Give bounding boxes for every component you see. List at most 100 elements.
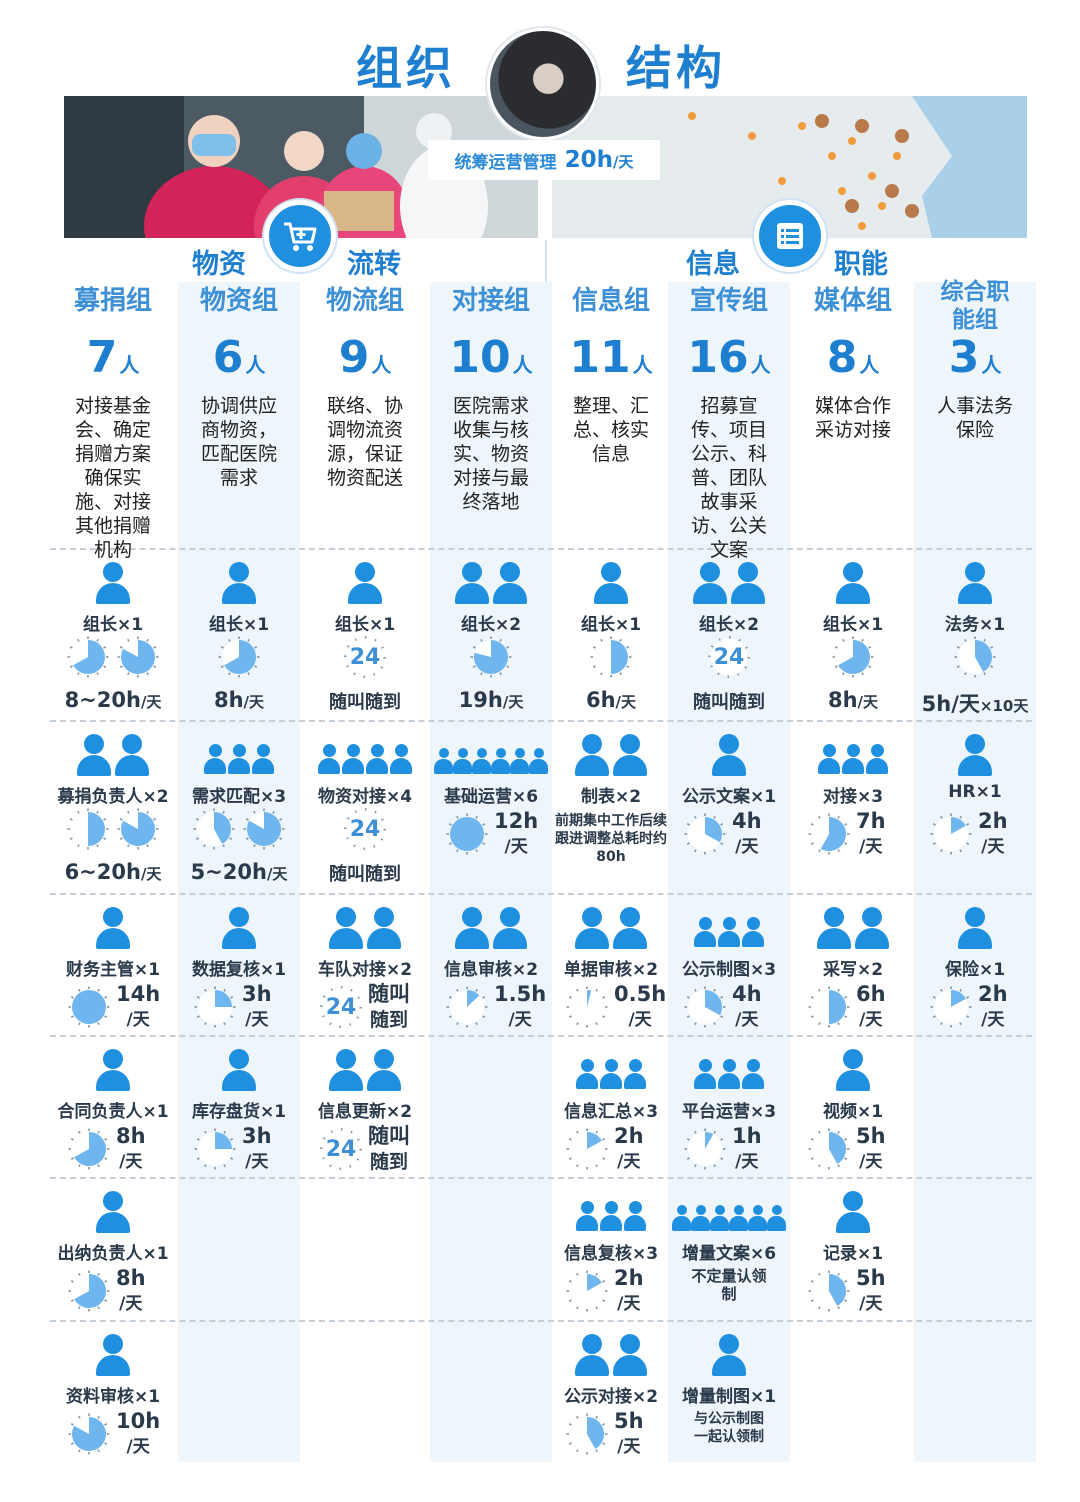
person-icon (729, 1205, 748, 1231)
role-label: 组长×1 (82, 615, 144, 635)
role-label: 记录×1 (822, 1244, 884, 1264)
person-icon (510, 748, 529, 774)
duration-value: 7h/天 (856, 808, 886, 860)
person-icon (220, 907, 258, 949)
role-cell: 保险×1 2h/天 (914, 893, 1036, 1035)
person-body (731, 583, 765, 604)
person-head (355, 562, 375, 582)
person-head (699, 1059, 712, 1072)
person-head (439, 748, 449, 758)
duration-value: 2h/天 (978, 808, 1008, 860)
person-icon (623, 1201, 647, 1231)
person-head (847, 744, 860, 757)
duration-hours: 19h (458, 688, 503, 712)
role-label: 募捐负责人×2 (57, 787, 169, 807)
person-icon (599, 1201, 623, 1231)
clock-icon (566, 1413, 608, 1455)
group-name: 媒体组 (813, 286, 892, 316)
duration-value: 0.5h/天 (614, 981, 666, 1033)
group-name: 物流组 (325, 286, 404, 316)
role-cell: 公示对接×2 5h/天 (550, 1320, 672, 1462)
people-icons (550, 907, 672, 949)
clock-icon (684, 1128, 726, 1170)
duration-hours: 8h (116, 1266, 146, 1290)
person-head (723, 917, 736, 930)
person-body (434, 759, 453, 774)
duration-unit: /天 (628, 1010, 652, 1030)
person-body (115, 755, 149, 776)
role-cell: HR×1 2h/天 (914, 720, 1036, 890)
group-name: 信息组 (571, 286, 650, 316)
role-label: 制表×2 (580, 787, 642, 807)
person-icon (453, 562, 491, 604)
duration-value: 4h/天 (732, 981, 762, 1033)
clock-icon (68, 1270, 110, 1312)
duration-value: 5h/天 (856, 1265, 886, 1317)
duration-hours: 1h (732, 1124, 762, 1148)
person-body (836, 1070, 870, 1091)
people-icons (178, 907, 300, 949)
role-cell: 平台运营×3 1h/天 (668, 1035, 790, 1177)
person-body (367, 1070, 401, 1091)
role-cell: 财务主管×1 14h/天 (52, 893, 174, 1035)
person-body (575, 755, 609, 776)
role-cell: 组长×2 24 随叫随到 (668, 548, 790, 718)
clock-icon (243, 808, 285, 850)
people-icons (430, 562, 552, 604)
role-label: 资料审核×1 (65, 1387, 161, 1407)
duration-hours: 5~20h (190, 860, 267, 884)
person-icon (203, 744, 227, 774)
management-hours: 20h/天 (564, 147, 634, 173)
clock-group (52, 808, 174, 850)
person-body (96, 583, 130, 604)
person-body (693, 583, 727, 604)
person-icon (841, 744, 865, 774)
duration-hours: 0.5h (614, 982, 667, 1006)
duration-hours: 随叫随到 (329, 692, 401, 713)
clock-icon (117, 636, 159, 678)
clock-icon (68, 1128, 110, 1170)
clock-icon (446, 813, 488, 855)
person-body (510, 759, 529, 774)
role-label: 视频×1 (822, 1102, 884, 1122)
person-head (84, 734, 104, 754)
person-icon (251, 744, 275, 774)
person-body (613, 928, 647, 949)
clock-group: 3h/天 (194, 981, 300, 1033)
role-label: 组长×2 (460, 615, 522, 635)
duration-unit: /天 (245, 1152, 269, 1172)
person-body (718, 1073, 740, 1089)
role-cell: 单据审核×2 0.5h/天 (550, 893, 672, 1035)
role-label: 库存盘货×1 (191, 1102, 287, 1122)
role-label: 合同负责人×1 (57, 1102, 169, 1122)
person-icon (748, 1205, 767, 1231)
person-icon (611, 1334, 649, 1376)
person-body (455, 928, 489, 949)
group-count-value: 10 (449, 332, 511, 383)
people-icons (304, 1049, 426, 1091)
role-cell: 信息更新×2 24 随叫 随到 (304, 1035, 426, 1177)
person-body (613, 1355, 647, 1376)
person-icon (94, 1334, 132, 1376)
duration-unit: /天 (140, 693, 162, 711)
clock-icon (684, 986, 726, 1028)
person-icon (710, 1334, 748, 1376)
clock-group (52, 636, 174, 678)
person-body (742, 931, 764, 947)
people-icons (52, 907, 174, 949)
duration-hours: 2h (614, 1124, 644, 1148)
role-cell: 组长×1 24 随叫随到 (304, 548, 426, 718)
person-body (691, 1216, 710, 1231)
person-head (229, 907, 249, 927)
duration-hours: 1.5h (494, 982, 547, 1006)
people-icons (668, 1049, 790, 1091)
people-icons (792, 1191, 914, 1233)
person-head (534, 748, 544, 758)
person-head (581, 1201, 594, 1214)
clock-icon (67, 808, 109, 850)
role-cell: 组长×1 6h/天 (550, 548, 672, 718)
person-head (257, 744, 270, 757)
duration-hours: 3h (242, 982, 272, 1006)
